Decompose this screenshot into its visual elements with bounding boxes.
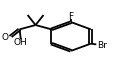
Text: Br: Br [96,41,106,50]
Text: O: O [2,33,9,42]
Text: OH: OH [14,38,27,47]
Text: F: F [68,12,73,21]
